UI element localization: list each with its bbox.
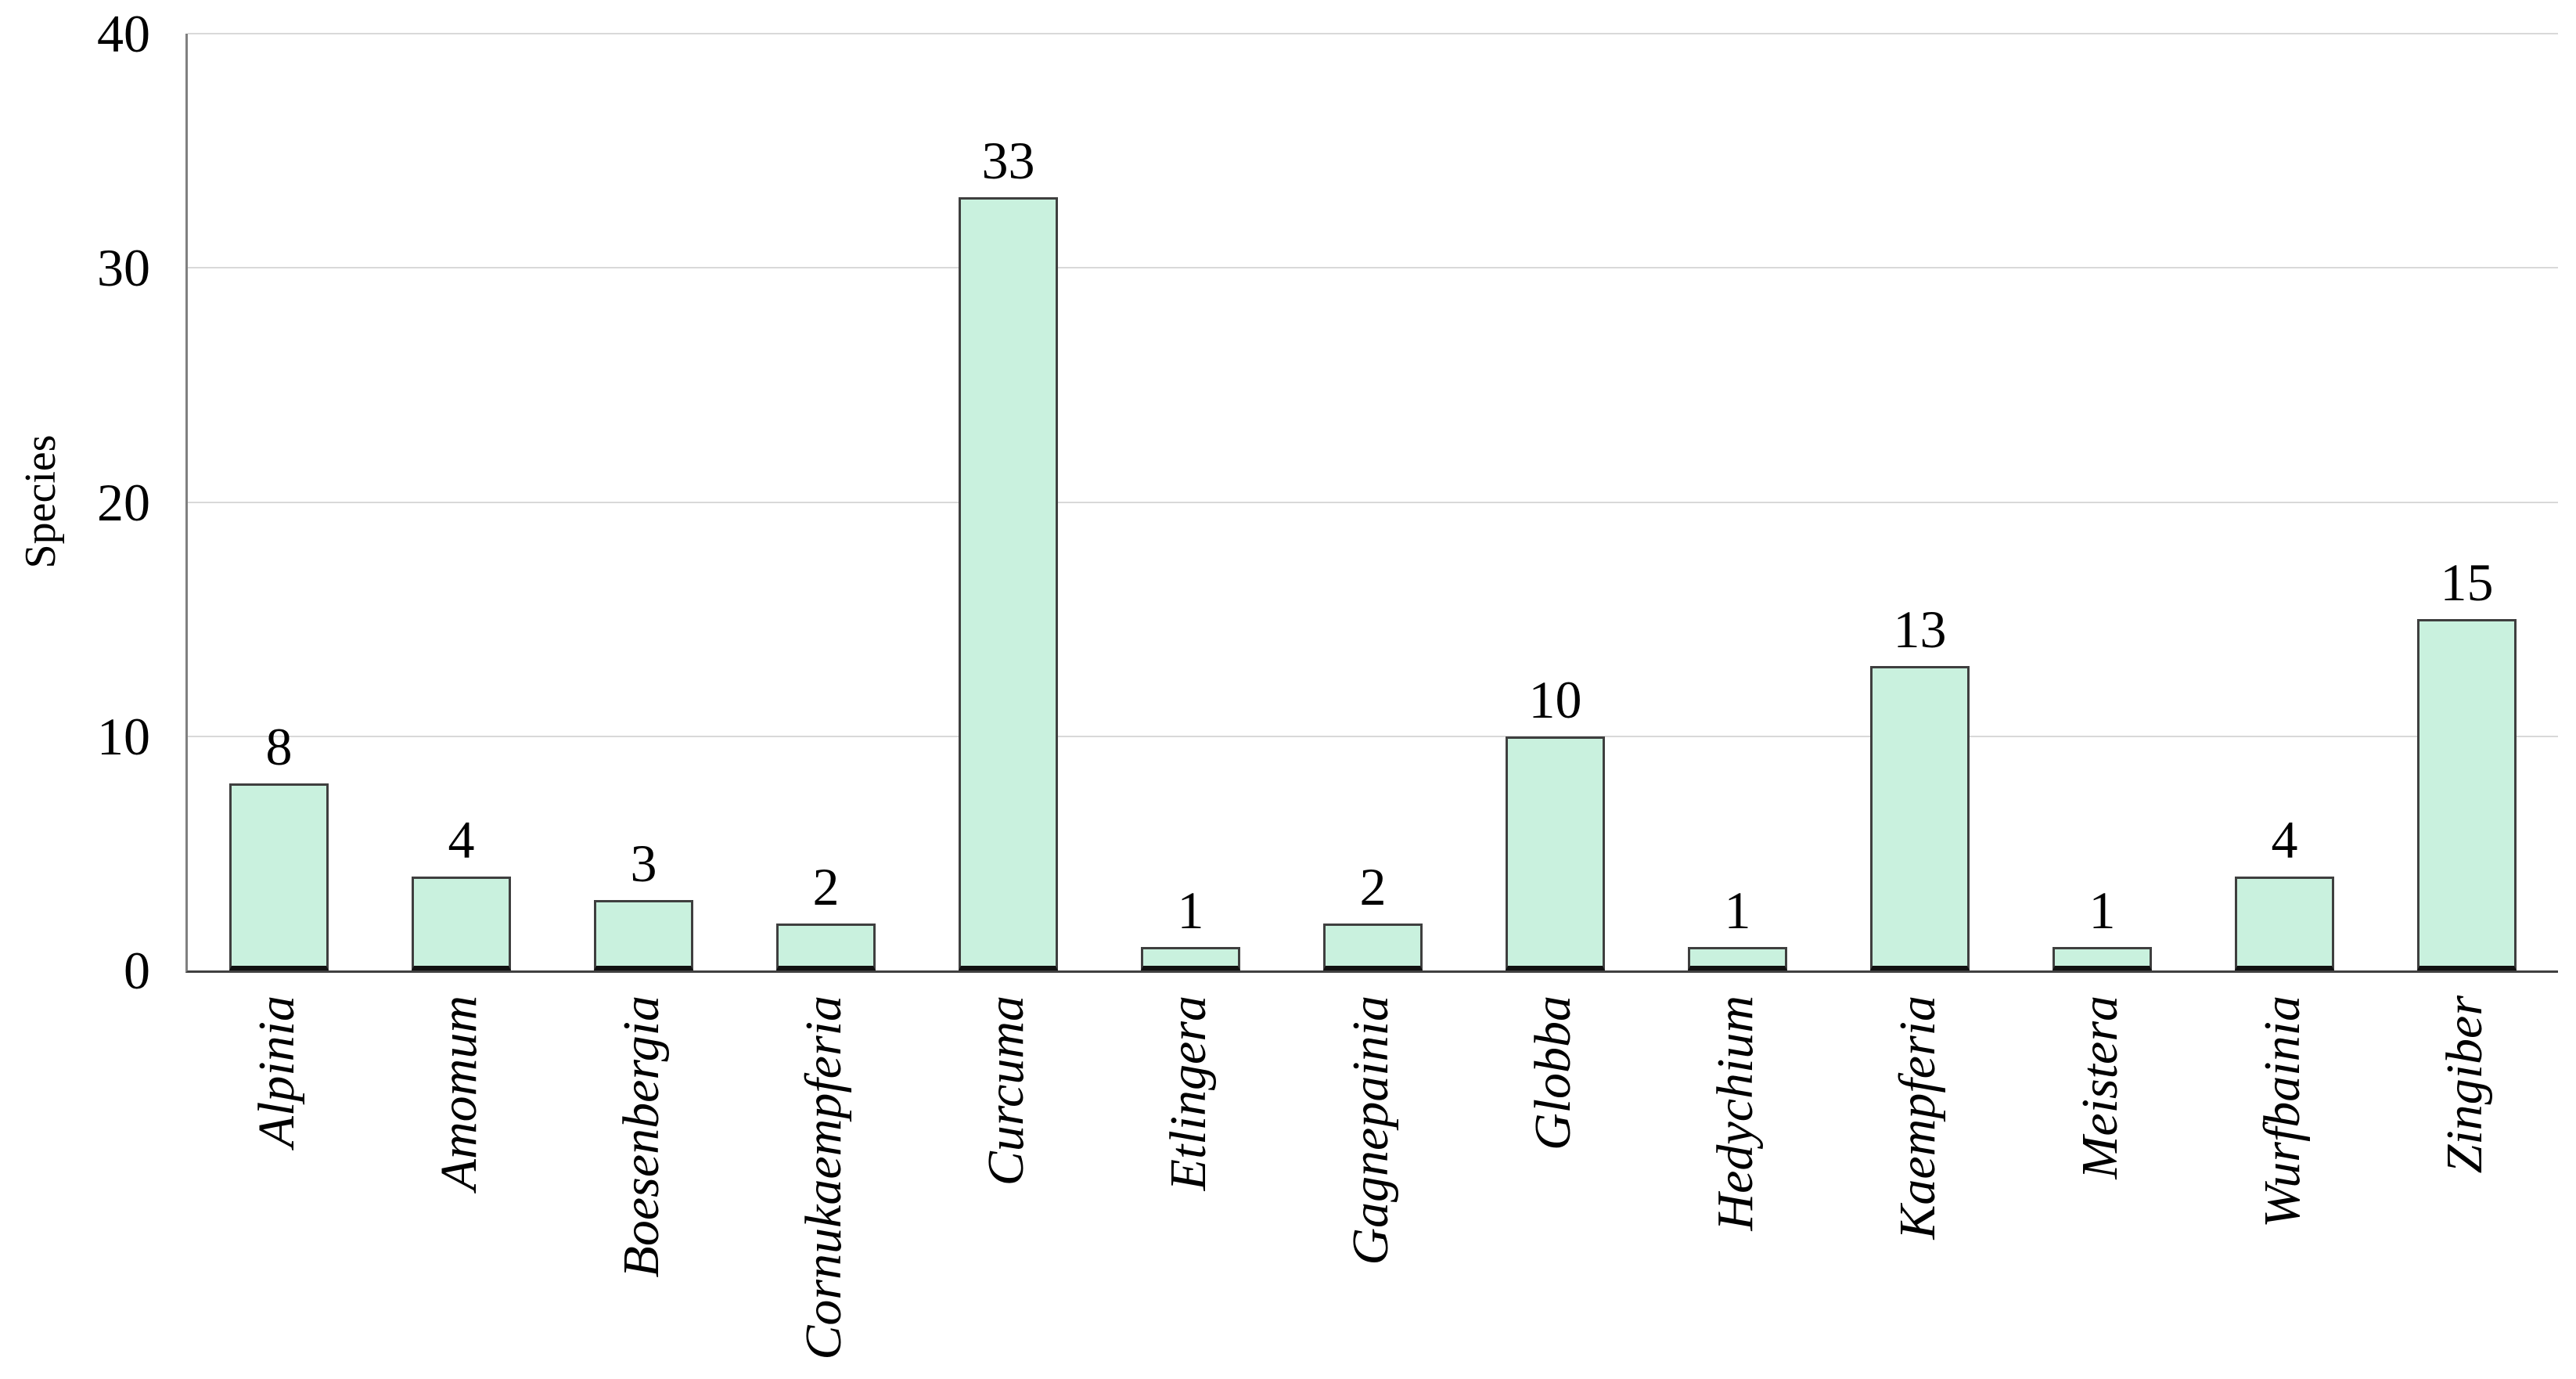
bar-value-label: 33 <box>981 131 1035 191</box>
bar-cornukaempferia: 2 <box>775 860 876 970</box>
x-label-slot: Amomum <box>368 996 550 1379</box>
x-category-label: Kaempferia <box>1888 996 1946 1240</box>
x-label-slot: Alpinia <box>185 996 368 1379</box>
y-tick-label: 10 <box>97 706 150 766</box>
x-label-slot: Hedychium <box>1644 996 1826 1379</box>
y-tick-label: 0 <box>124 941 150 1000</box>
gridlines <box>188 33 2558 970</box>
bar-slot-gagnepainia: 2 <box>1282 34 1464 970</box>
x-label-slot: Etlingera <box>1097 996 1279 1379</box>
bar-kaempferia: 13 <box>1869 603 1970 970</box>
x-label-slot: Wurfbainia <box>2191 996 2373 1379</box>
bar-alpinia: 8 <box>228 720 329 970</box>
x-label-slot: Meistera <box>2009 996 2191 1379</box>
bar-value-label: 10 <box>1528 669 1582 729</box>
x-axis-labels: Alpinia Amomum Boesenbergia Cornukaempferia… <box>185 996 2556 1379</box>
x-label-slot: Curcuma <box>915 996 1097 1379</box>
x-category-label: Wurfbainia <box>2253 996 2311 1229</box>
x-category-label: Gagnepainia <box>1341 996 1399 1266</box>
bar-slot-meistera: 1 <box>2011 34 2193 970</box>
bar-slot-curcuma: 33 <box>917 34 1099 970</box>
x-label-slot: Kaempferia <box>1826 996 2009 1379</box>
bar-value-label: 1 <box>2089 880 2116 941</box>
y-gridline <box>188 33 2558 34</box>
x-category-label: Boesenbergia <box>612 996 670 1278</box>
bar-wurfbainia: 4 <box>2234 813 2335 970</box>
y-gridline <box>188 735 2558 737</box>
bar-value-label: 2 <box>812 857 840 917</box>
x-category-label: Zingiber <box>2435 996 2493 1174</box>
bar-value-label: 8 <box>265 716 293 776</box>
bar-slot-cornukaempferia: 2 <box>735 34 917 970</box>
y-axis-tick-labels: 40 30 20 10 0 <box>0 0 150 1379</box>
y-tick-label: 40 <box>97 4 150 63</box>
bar-value-label: 4 <box>2271 810 2298 870</box>
x-category-label: Hedychium <box>1706 996 1764 1231</box>
x-category-label: Alpinia <box>247 996 305 1148</box>
bar-value-label: 2 <box>1359 857 1387 917</box>
bar-slot-kaempferia: 13 <box>1829 34 2011 970</box>
bar-value-label: 1 <box>1724 880 1751 941</box>
bar-slot-boesenbergia: 3 <box>552 34 735 970</box>
bar-slot-etlingera: 1 <box>1099 34 1282 970</box>
bar-etlingera: 1 <box>1140 884 1241 970</box>
bar-boesenbergia: 3 <box>593 837 694 970</box>
bar-hedychium: 1 <box>1687 884 1788 970</box>
y-tick-label: 30 <box>97 238 150 298</box>
bar-globba: 10 <box>1505 673 1606 970</box>
x-label-slot: Globba <box>1462 996 1644 1379</box>
plot-area: 8 4 3 2 33 1 2 10 1 13 1 4 15 <box>185 33 2558 973</box>
bar-slot-wurfbainia: 4 <box>2193 34 2376 970</box>
y-tick-label: 20 <box>97 472 150 532</box>
bar-zingiber: 15 <box>2416 556 2517 970</box>
x-label-slot: Cornukaempferia <box>732 996 915 1379</box>
x-category-label: Curcuma <box>977 996 1034 1186</box>
bar-value-label: 4 <box>448 810 475 870</box>
bar-amomum: 4 <box>411 813 512 970</box>
bar-slot-zingiber: 15 <box>2376 34 2558 970</box>
bar-value-label: 13 <box>1893 599 1947 659</box>
x-label-slot: Gagnepainia <box>1279 996 1462 1379</box>
bar-value-label: 3 <box>630 834 657 894</box>
x-label-slot: Zingiber <box>2373 996 2556 1379</box>
bar-curcuma: 33 <box>958 134 1059 970</box>
bars: 8 4 3 2 33 1 2 10 1 13 1 4 15 <box>188 34 2558 970</box>
bar-value-label: 15 <box>2440 553 2494 613</box>
y-gridline <box>188 267 2558 269</box>
bar-value-label: 1 <box>1177 880 1204 941</box>
y-gridline <box>188 501 2558 503</box>
bar-slot-amomum: 4 <box>370 34 552 970</box>
x-label-slot: Boesenbergia <box>550 996 732 1379</box>
bar-slot-hedychium: 1 <box>1646 34 1829 970</box>
bar-slot-globba: 10 <box>1464 34 1646 970</box>
x-category-label: Amomum <box>430 996 487 1191</box>
bar-gagnepainia: 2 <box>1322 860 1423 970</box>
bar-slot-alpinia: 8 <box>188 34 370 970</box>
x-category-label: Globba <box>1524 996 1581 1150</box>
x-category-label: Meistera <box>2071 996 2128 1179</box>
bar-meistera: 1 <box>2052 884 2153 970</box>
x-category-label: Etlingera <box>1159 996 1217 1191</box>
x-category-label: Cornukaempferia <box>794 996 852 1360</box>
